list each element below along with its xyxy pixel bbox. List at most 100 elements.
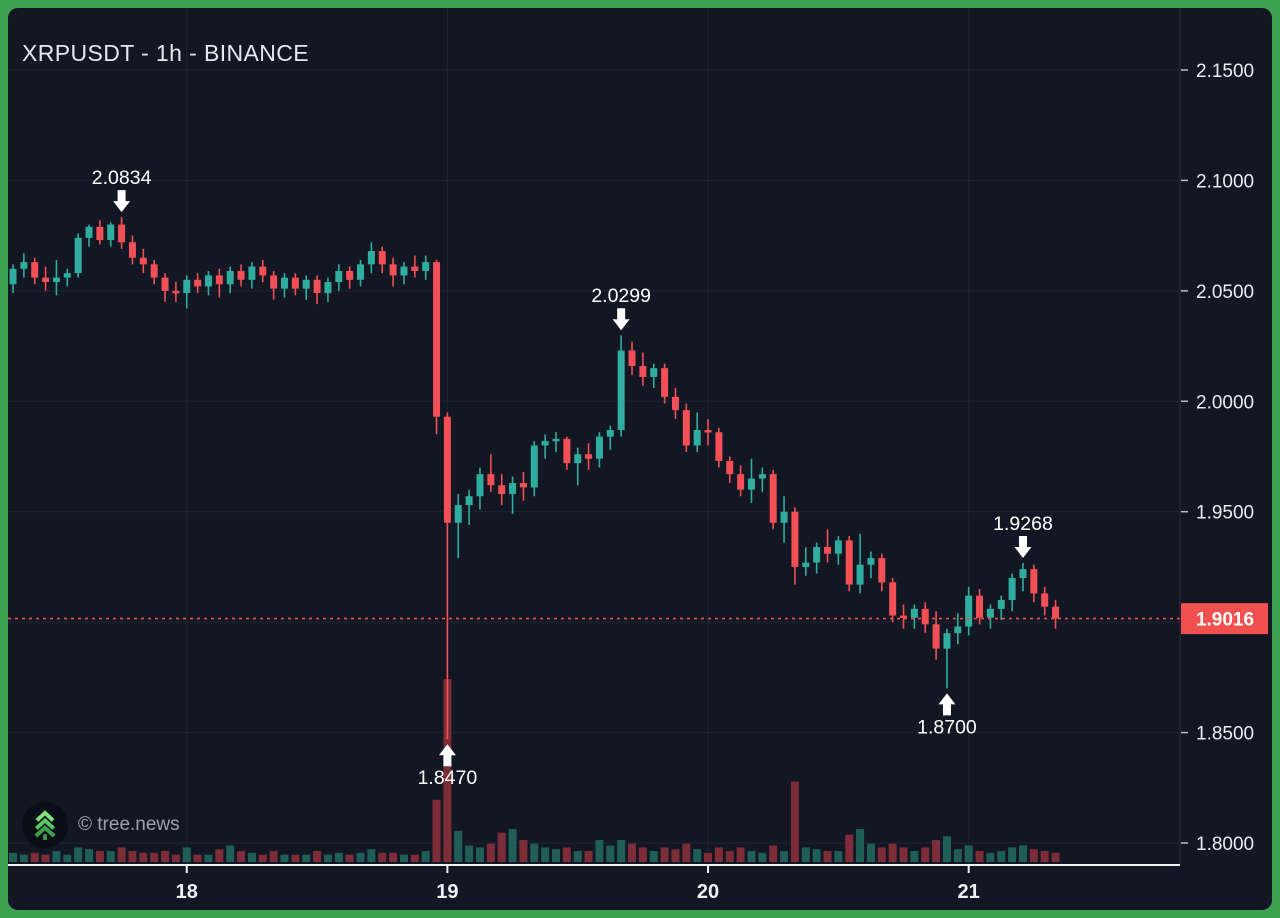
volume-bar <box>247 852 256 862</box>
volume-bar <box>399 854 408 862</box>
last-price-label: 1.9016 <box>1196 610 1254 631</box>
volume-bar <box>313 851 322 862</box>
price-axis-label: 2.0000 <box>1196 392 1254 413</box>
candle-body <box>454 505 462 523</box>
last-price-line: 1.9016 <box>8 603 1268 635</box>
volume-bar <box>475 847 484 862</box>
candle-body <box>780 511 788 523</box>
candle-body <box>378 251 386 265</box>
tree-logo-icon <box>22 802 68 848</box>
volume-bar <box>193 854 202 862</box>
volume-bar <box>378 852 387 862</box>
candle-body <box>813 547 821 563</box>
candle-body <box>161 277 169 291</box>
time-axis-label: 18 <box>176 881 198 903</box>
volume-bar <box>888 843 897 862</box>
price-chart-canvas[interactable]: 2.1500 2.1000 2.0500 2.0000 1.9500 1.8500 1.80… <box>8 8 1272 910</box>
candle-body <box>704 429 712 433</box>
candle-body <box>150 264 158 278</box>
candle-body <box>617 350 625 430</box>
volume-bar <box>649 851 658 862</box>
volume-bar <box>812 849 821 862</box>
candle-body <box>31 262 39 278</box>
candle-body <box>389 264 397 276</box>
candle-body <box>824 547 831 554</box>
candle-body <box>128 242 136 258</box>
candle-body <box>606 429 614 437</box>
volume-bar <box>584 851 593 862</box>
candle-body <box>726 460 734 475</box>
candle-body <box>693 429 701 446</box>
volume-bar <box>74 847 83 862</box>
price-axis-label: 1.8500 <box>1196 724 1254 745</box>
candle-body <box>237 270 245 280</box>
time-axis-label: 19 <box>436 881 458 903</box>
volume-bar <box>258 854 267 862</box>
candle-body <box>834 540 842 554</box>
price-axis-label: 2.1000 <box>1196 171 1254 192</box>
volume-bar <box>638 847 647 862</box>
candle-body <box>1052 606 1060 619</box>
candle-body <box>1041 593 1049 607</box>
volume-bar <box>823 851 832 862</box>
candle-body <box>563 438 571 464</box>
candle-body <box>367 251 375 265</box>
annotation-label: 2.0299 <box>591 285 651 307</box>
volume-bar <box>910 851 919 862</box>
volume-bar <box>671 849 680 862</box>
candle-body <box>9 268 17 285</box>
volume-bar <box>562 847 571 862</box>
volume-bar <box>30 852 39 862</box>
volume-bar <box>150 852 159 862</box>
candle-body <box>194 279 202 287</box>
candle-body <box>628 350 636 366</box>
candle-body <box>943 633 951 649</box>
annotation-label: 2.0834 <box>92 167 152 189</box>
arrow-up-icon <box>438 744 456 767</box>
candle-body <box>183 279 191 294</box>
candle-body <box>986 608 994 618</box>
volume-bar <box>942 836 951 862</box>
volume-bar <box>932 840 941 862</box>
volume-bar <box>682 843 691 862</box>
volume-bar <box>736 847 745 862</box>
candle-body <box>63 273 71 278</box>
volume-bar <box>541 847 550 862</box>
volume-bar <box>628 843 637 862</box>
candle-body <box>476 474 484 497</box>
candle-body <box>433 262 441 417</box>
price-axis-label: 2.1500 <box>1196 61 1254 82</box>
volume-bar <box>530 843 539 862</box>
candle-body <box>747 478 755 490</box>
candle-body <box>541 441 549 446</box>
candle-body <box>921 608 929 625</box>
candle-body <box>139 257 147 265</box>
volume-bar <box>410 854 419 862</box>
time-axis[interactable]: 18 19 20 21 <box>8 864 1180 903</box>
candle-body <box>856 564 864 585</box>
volume-bar <box>85 849 94 862</box>
volume-bar <box>128 851 137 862</box>
candle-body <box>248 266 256 280</box>
candle-body <box>1008 577 1016 601</box>
volume-bar <box>465 845 474 862</box>
volume-bar <box>769 845 778 862</box>
candle-body <box>324 282 332 294</box>
volume-bar <box>454 830 463 862</box>
candlestick-series <box>9 217 1060 740</box>
price-axis[interactable]: 2.1500 2.1000 2.0500 2.0000 1.9500 1.8500 1.80… <box>1179 8 1254 865</box>
candle-body <box>530 445 538 488</box>
candle-body <box>118 224 126 243</box>
candle-body <box>20 262 28 269</box>
volume-bar <box>845 834 854 862</box>
arrow-down-icon <box>612 308 630 331</box>
volume-bar <box>866 843 875 862</box>
candle-body <box>400 266 408 276</box>
volume-bar <box>291 854 300 862</box>
price-axis-label: 1.9500 <box>1196 503 1254 524</box>
volume-bar <box>139 852 148 862</box>
volume-bar <box>606 845 615 862</box>
candle-body <box>270 275 278 289</box>
candle-body <box>335 270 343 283</box>
